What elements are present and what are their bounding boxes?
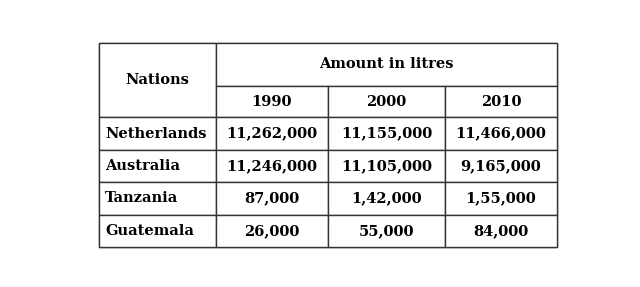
Text: Tanzania: Tanzania <box>106 191 179 205</box>
Text: 9,165,000: 9,165,000 <box>461 159 541 173</box>
Text: Nations: Nations <box>125 73 189 87</box>
Bar <box>445 182 557 215</box>
Text: 84,000: 84,000 <box>474 224 529 238</box>
Text: 1,55,000: 1,55,000 <box>466 191 536 205</box>
Bar <box>99 215 216 247</box>
Bar <box>99 182 216 215</box>
Bar <box>445 86 557 117</box>
Text: 2000: 2000 <box>366 94 406 108</box>
Text: 11,262,000: 11,262,000 <box>227 127 317 141</box>
Bar <box>445 215 557 247</box>
Bar <box>445 150 557 182</box>
Text: 2010: 2010 <box>481 94 521 108</box>
Text: 11,246,000: 11,246,000 <box>227 159 317 173</box>
Bar <box>216 86 328 117</box>
Bar <box>216 117 328 150</box>
Bar <box>328 117 445 150</box>
Text: Netherlands: Netherlands <box>106 127 207 141</box>
Bar <box>328 86 445 117</box>
Text: 1,42,000: 1,42,000 <box>351 191 422 205</box>
Text: 26,000: 26,000 <box>244 224 300 238</box>
Bar <box>445 117 557 150</box>
Bar <box>99 117 216 150</box>
Bar <box>216 43 557 86</box>
Bar <box>328 215 445 247</box>
Bar <box>99 150 216 182</box>
Text: 1990: 1990 <box>252 94 292 108</box>
Bar <box>328 150 445 182</box>
Bar <box>216 215 328 247</box>
Text: Amount in litres: Amount in litres <box>319 57 454 71</box>
Text: Australia: Australia <box>106 159 180 173</box>
Bar <box>328 182 445 215</box>
Bar <box>99 43 216 117</box>
Bar <box>216 150 328 182</box>
Text: 11,466,000: 11,466,000 <box>456 127 547 141</box>
Text: 55,000: 55,000 <box>358 224 414 238</box>
Text: 11,155,000: 11,155,000 <box>341 127 432 141</box>
Bar <box>216 182 328 215</box>
Text: 87,000: 87,000 <box>244 191 300 205</box>
Text: 11,105,000: 11,105,000 <box>341 159 432 173</box>
Text: Guatemala: Guatemala <box>106 224 194 238</box>
